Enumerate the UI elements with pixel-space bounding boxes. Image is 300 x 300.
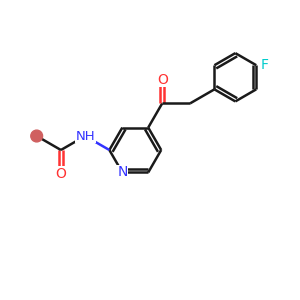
Text: O: O	[157, 73, 168, 87]
Text: F: F	[260, 58, 268, 72]
Text: NH: NH	[75, 130, 95, 142]
Text: O: O	[56, 167, 66, 181]
Text: N: N	[117, 165, 128, 179]
Circle shape	[31, 130, 43, 142]
